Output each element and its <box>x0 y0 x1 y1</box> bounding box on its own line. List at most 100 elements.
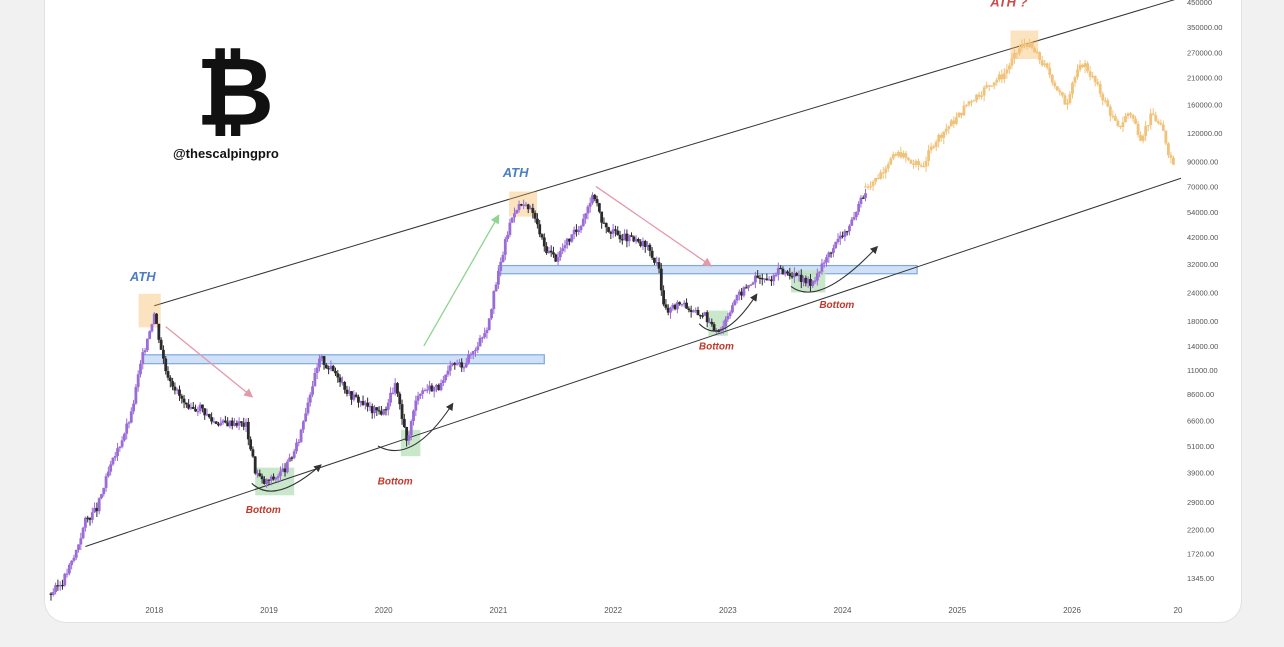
candle-body <box>1053 82 1057 87</box>
candle-body <box>781 268 785 275</box>
candle-body <box>753 275 757 283</box>
candle-body <box>1111 115 1115 117</box>
candle-body <box>749 284 753 286</box>
candle-body <box>382 409 386 415</box>
candle-body <box>210 417 214 422</box>
x-tick-label: 2022 <box>604 606 622 615</box>
candle-body <box>228 420 232 427</box>
candle-body <box>145 338 149 351</box>
candle-body <box>77 544 80 550</box>
bitcoin-glyph: ₿ <box>195 36 275 148</box>
candle-body <box>1050 74 1054 83</box>
candle-body <box>570 234 574 242</box>
candle-body <box>646 244 649 247</box>
candle-body <box>306 402 310 414</box>
candle-body <box>453 363 457 365</box>
candle-body <box>464 362 468 368</box>
candle-body <box>290 457 294 459</box>
candle-body <box>81 527 85 539</box>
candle-body <box>584 213 587 219</box>
candle-body <box>634 239 638 242</box>
candle-body <box>334 371 337 374</box>
candle-body <box>836 238 840 242</box>
candle-body <box>742 287 746 296</box>
y-tick-label: 210000.00 <box>1187 74 1222 83</box>
candle-body <box>919 165 923 167</box>
candle-body <box>386 402 390 410</box>
candle-body <box>173 386 177 391</box>
candle-body <box>340 382 344 384</box>
ath-label: ATH <box>129 269 156 284</box>
candle-body <box>451 363 454 366</box>
candle-body <box>650 250 654 258</box>
candle-body <box>705 312 709 323</box>
candle-body <box>54 585 57 593</box>
candle-body <box>944 128 948 132</box>
candle-body <box>446 370 450 375</box>
candle-body <box>175 389 179 391</box>
candle-body <box>597 203 601 212</box>
candle-body <box>430 385 434 392</box>
candle-body <box>272 476 275 480</box>
candle-body <box>1119 125 1122 128</box>
candle-body <box>166 371 170 378</box>
candle-body <box>899 152 903 158</box>
candle-body <box>458 362 461 364</box>
candle-body <box>425 389 429 391</box>
candle-body <box>501 254 505 262</box>
candle-body <box>820 263 824 272</box>
candle-body <box>602 222 606 224</box>
candle-body <box>914 161 918 165</box>
candle-body <box>876 177 880 180</box>
candle-body <box>499 261 503 271</box>
candle-body <box>565 238 569 246</box>
candle-body <box>671 304 675 309</box>
x-tick-label: 20 <box>1174 606 1183 615</box>
candle-body <box>100 494 103 499</box>
candle-body <box>304 413 308 422</box>
candle-body <box>575 229 578 232</box>
candle-body <box>414 400 418 411</box>
candle-body <box>884 168 888 173</box>
candle-body <box>416 395 420 401</box>
candle-body <box>1151 113 1155 116</box>
bottom-label: Bottom <box>378 477 413 488</box>
candle-body <box>1073 77 1077 83</box>
candle-body <box>1101 93 1105 101</box>
y-tick-label: 70000.00 <box>1187 182 1218 191</box>
candle-body <box>51 592 55 595</box>
candle-body <box>779 267 783 270</box>
candle-body <box>407 435 411 441</box>
candle-body <box>733 300 737 306</box>
candle-body <box>134 387 138 404</box>
candle-body <box>212 421 216 423</box>
candle-body <box>806 279 810 284</box>
candle-body <box>1060 92 1064 96</box>
candle-body <box>802 278 805 283</box>
candle-body <box>929 146 933 151</box>
y-tick-label: 270000.00 <box>1187 49 1222 58</box>
candle-body <box>924 161 928 167</box>
candle-body <box>696 309 700 316</box>
candle-body <box>432 386 436 392</box>
candle-body <box>934 141 938 147</box>
candle-body <box>664 304 668 308</box>
candle-body <box>182 398 186 403</box>
candle-body <box>967 101 971 105</box>
candle-body <box>1113 116 1117 121</box>
candle-body <box>577 230 581 232</box>
candle-body <box>744 287 748 289</box>
candle-body <box>189 406 193 409</box>
candle-body <box>932 146 936 148</box>
ath-label: ATH ? <box>989 0 1027 10</box>
candle-body <box>552 252 555 255</box>
candle-body <box>694 309 698 312</box>
candle-body <box>1078 64 1082 70</box>
x-tick-label: 2023 <box>719 606 737 615</box>
candle-body <box>992 82 996 86</box>
candle-body <box>708 321 711 324</box>
candle-body <box>957 112 961 118</box>
candle-body <box>132 403 135 412</box>
candle-body <box>648 244 652 251</box>
candle-body <box>419 393 422 396</box>
